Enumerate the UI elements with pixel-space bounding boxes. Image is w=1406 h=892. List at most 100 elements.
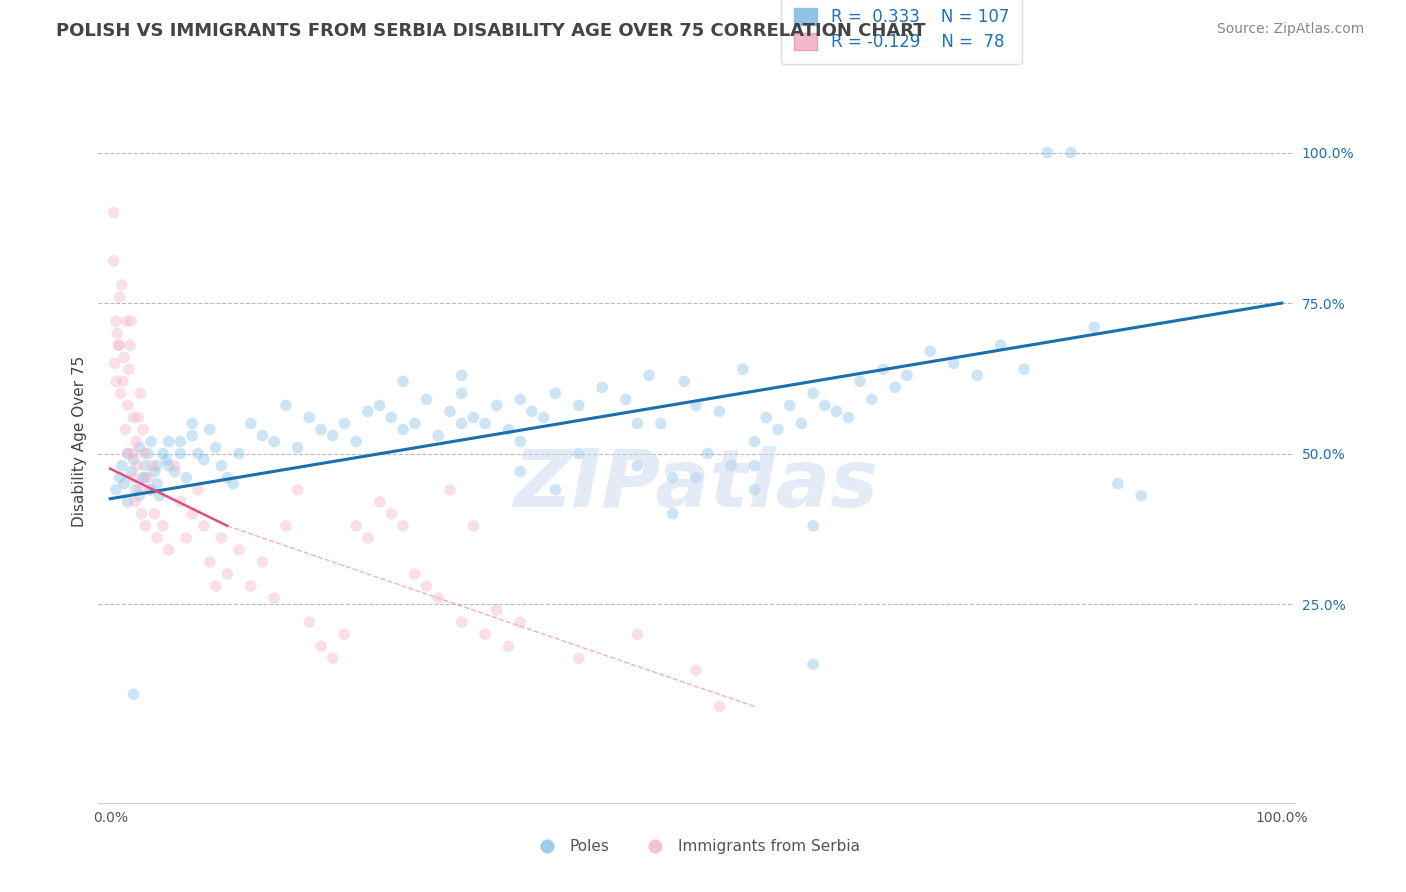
Point (709, 404, 731, 418)
Point (415, 392, 437, 407)
Point (626, 458, 648, 473)
Text: Source: ZipAtlas.com: Source: ZipAtlas.com (1216, 22, 1364, 37)
Point (591, 380, 613, 394)
Point (181, 507, 204, 521)
Point (111, 277, 134, 292)
Point (134, 458, 156, 473)
Point (204, 579, 226, 593)
Point (128, 441, 150, 455)
Point (146, 476, 169, 491)
Point (966, 368, 988, 383)
Point (118, 362, 141, 376)
Point (439, 404, 461, 418)
Point (333, 627, 356, 641)
Point (198, 423, 221, 437)
Point (127, 410, 149, 425)
Point (228, 446, 250, 460)
Point (222, 476, 245, 491)
Point (143, 465, 166, 479)
Point (485, 603, 508, 617)
Point (128, 483, 150, 497)
Point (128, 489, 150, 503)
Point (169, 434, 191, 449)
Point (117, 398, 139, 412)
Point (263, 591, 285, 606)
Point (217, 471, 239, 485)
Point (661, 507, 683, 521)
Point (274, 398, 297, 412)
Point (357, 404, 380, 418)
Point (474, 627, 496, 641)
Point (105, 326, 128, 341)
Point (181, 417, 204, 431)
Point (685, 398, 707, 412)
Point (163, 465, 186, 479)
Point (103, 254, 125, 268)
Point (392, 375, 415, 389)
Point (344, 519, 367, 533)
Point (228, 542, 250, 557)
Point (814, 398, 837, 412)
Point (709, 699, 731, 714)
Point (779, 398, 801, 412)
Point (132, 423, 155, 437)
Point (146, 458, 169, 473)
Point (131, 507, 153, 521)
Point (122, 471, 145, 485)
Point (463, 410, 485, 425)
Point (120, 465, 142, 479)
Point (427, 428, 450, 442)
Point (1060, 145, 1083, 160)
Point (120, 338, 141, 352)
Point (309, 423, 332, 437)
Point (509, 434, 531, 449)
Point (837, 410, 859, 425)
Point (146, 531, 169, 545)
Point (107, 338, 129, 352)
Point (520, 404, 543, 418)
Point (112, 375, 135, 389)
Point (450, 417, 472, 431)
Point (1107, 476, 1129, 491)
Point (380, 507, 402, 521)
Point (344, 434, 367, 449)
Legend: Poles, Immigrants from Serbia: Poles, Immigrants from Serbia (526, 833, 866, 860)
Point (357, 531, 380, 545)
Point (685, 471, 707, 485)
Point (187, 446, 209, 460)
Point (136, 471, 159, 485)
Point (112, 476, 135, 491)
Point (263, 434, 285, 449)
Text: POLISH VS IMMIGRANTS FROM SERBIA DISABILITY AGE OVER 75 CORRELATION CHART: POLISH VS IMMIGRANTS FROM SERBIA DISABIL… (56, 22, 927, 40)
Point (474, 417, 496, 431)
Point (1036, 145, 1059, 160)
Point (626, 417, 648, 431)
Point (463, 519, 485, 533)
Point (404, 567, 426, 582)
Point (239, 417, 262, 431)
Point (152, 519, 174, 533)
Point (544, 483, 567, 497)
Point (287, 441, 309, 455)
Point (1012, 362, 1035, 376)
Point (673, 375, 696, 389)
Point (872, 362, 894, 376)
Point (108, 290, 131, 304)
Point (661, 471, 683, 485)
Point (498, 423, 520, 437)
Point (498, 639, 520, 653)
Point (801, 657, 824, 672)
Point (650, 417, 672, 431)
Point (801, 386, 824, 401)
Point (450, 368, 472, 383)
Point (1130, 489, 1153, 503)
Point (169, 446, 191, 460)
Point (509, 392, 531, 407)
Point (415, 579, 437, 593)
Point (157, 458, 180, 473)
Point (152, 446, 174, 460)
Point (117, 446, 139, 460)
Point (115, 314, 138, 328)
Point (801, 519, 824, 533)
Point (252, 555, 274, 569)
